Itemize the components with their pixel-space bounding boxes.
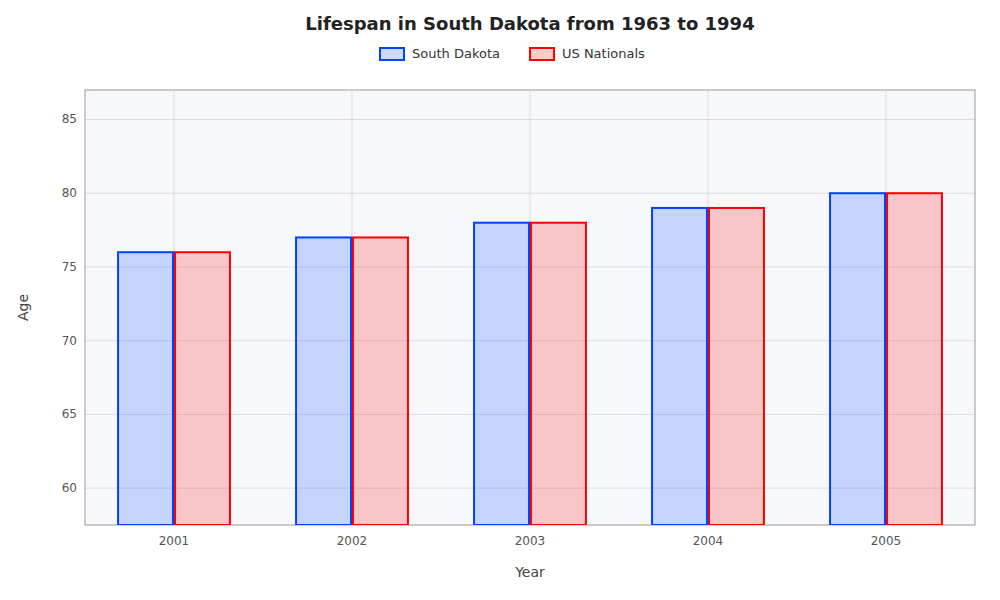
bars (118, 193, 942, 525)
x-axis-label: Year (514, 564, 545, 580)
bar (118, 252, 173, 525)
legend-label: US Nationals (562, 46, 645, 61)
bar (353, 237, 408, 525)
legend-swatch (530, 48, 554, 60)
legend-swatch (380, 48, 404, 60)
x-tick-label: 2003 (515, 534, 546, 548)
bar (887, 193, 942, 525)
plot-frame (85, 90, 975, 525)
bar (652, 208, 707, 525)
chart-svg: 60 65 70 75 80 85 2001 2002 2003 2004 2005 Lifespan… (0, 0, 1000, 600)
legend-label: South Dakota (412, 46, 500, 61)
plot-background (85, 90, 975, 525)
x-tick-label: 2001 (159, 534, 190, 548)
y-tick-label: 80 (62, 186, 77, 200)
title: Lifespan in South Dakota from 1963 to 19… (305, 13, 754, 34)
y-tick-label: 85 (62, 112, 77, 126)
page: {"chart_data": {"type": "bar", "title": … (0, 0, 1000, 600)
y-tick-label: 60 (62, 481, 77, 495)
bar (531, 223, 586, 525)
bar (175, 252, 230, 525)
chart-container: 60 65 70 75 80 85 2001 2002 2003 2004 2005 Lifespan… (0, 0, 1000, 600)
bar (296, 237, 351, 525)
legend: South Dakota US Nationals (380, 46, 645, 61)
x-tick-label: 2004 (693, 534, 724, 548)
y-tick-label: 70 (62, 334, 77, 348)
y-axis-label: Age (15, 294, 31, 321)
x-tick-label: 2005 (871, 534, 902, 548)
bar (709, 208, 764, 525)
bar (474, 223, 529, 525)
x-tick-label: 2002 (337, 534, 368, 548)
y-tick-label: 75 (62, 260, 77, 274)
y-tick-label: 65 (62, 407, 77, 421)
bar (830, 193, 885, 525)
